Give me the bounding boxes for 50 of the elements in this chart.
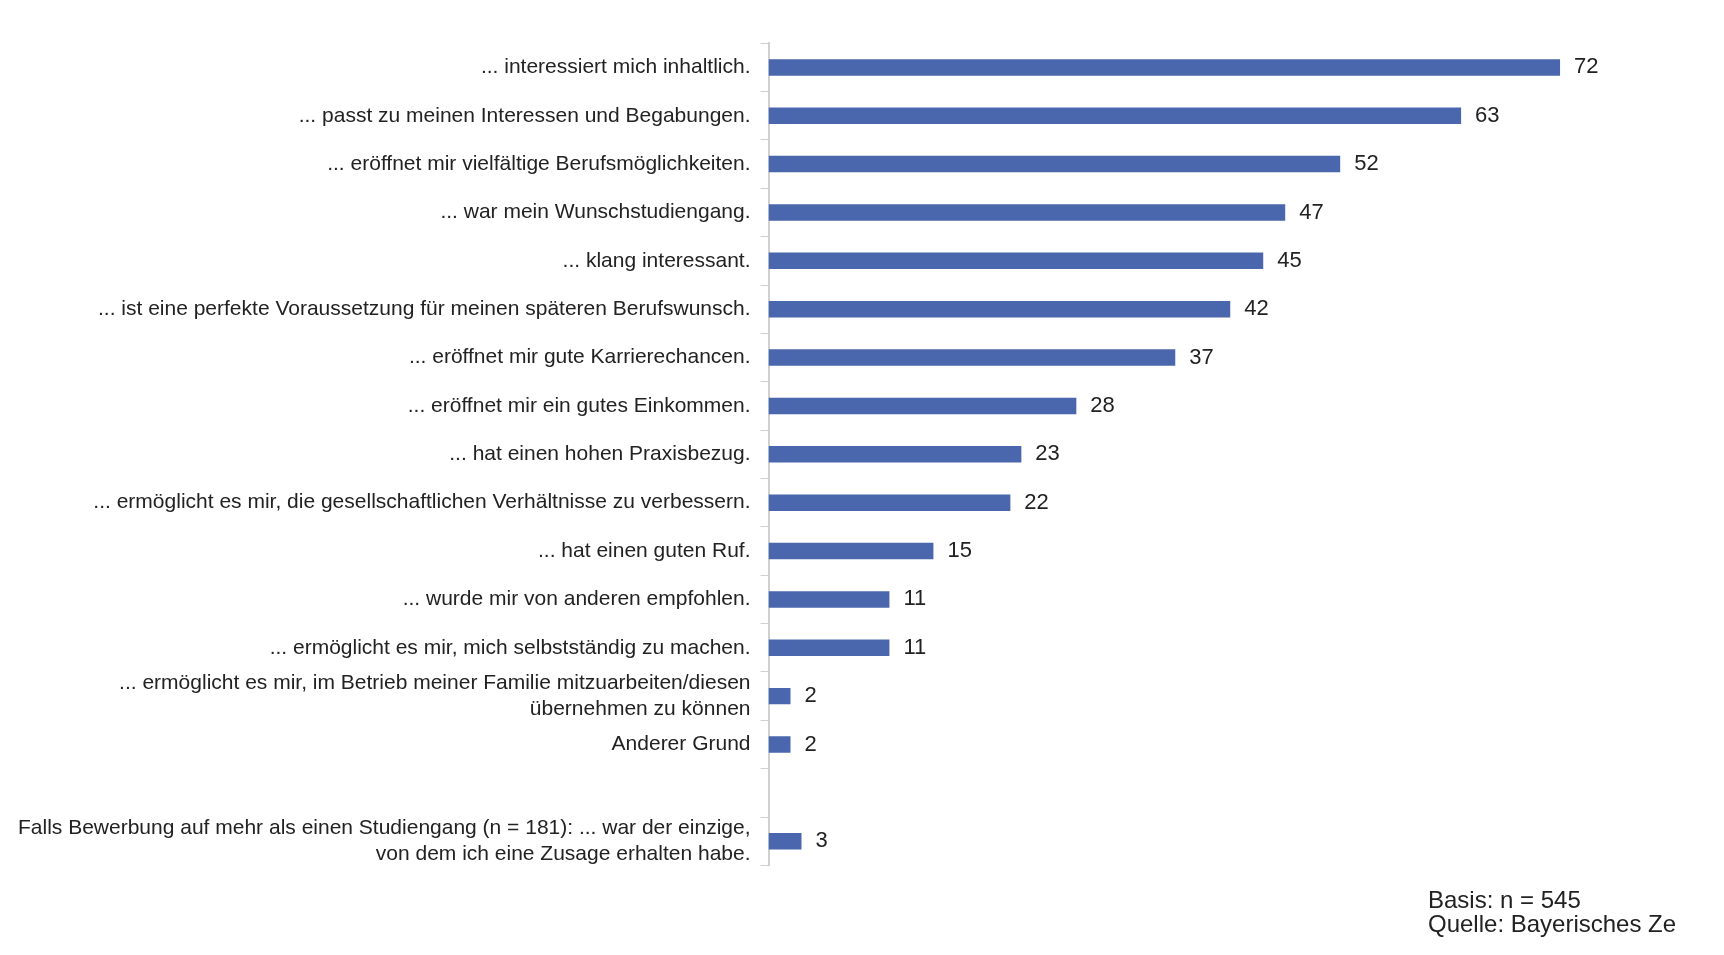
bar xyxy=(768,155,1341,173)
data-label: 2 xyxy=(804,682,817,708)
bar xyxy=(768,446,1022,463)
bar xyxy=(768,542,934,560)
bar xyxy=(768,736,791,753)
data-label: 15 xyxy=(947,537,972,563)
bar xyxy=(768,832,802,850)
data-label: 42 xyxy=(1244,295,1269,321)
y-tick-label: Anderer Grund xyxy=(611,731,751,755)
y-tick-label: ... eröffnet mir gute Karrierechancen. xyxy=(408,344,751,368)
bar xyxy=(768,300,1231,318)
data-label: 63 xyxy=(1475,101,1500,127)
bar xyxy=(768,397,1077,415)
data-label: 45 xyxy=(1277,246,1302,272)
data-label: 2 xyxy=(804,730,817,756)
y-tick-label: ... ermöglicht es mir, die gesellschaftlichen Verhältnisse zu verbessern. xyxy=(93,489,751,513)
y-tick-label: Falls Bewerbung auf mehr als einen Studiengang (n = 181): ... war der einzige, von dem ich eine Zusage erhalten habe. xyxy=(17,815,751,864)
text: Basis: n = 545 xyxy=(1428,886,1582,913)
bar xyxy=(768,494,1011,511)
data-label: 11 xyxy=(903,585,927,611)
y-tick-label: ... interessiert mich inhaltlich. xyxy=(480,54,751,78)
bar xyxy=(768,591,890,608)
y-tick-label: ... ermöglicht es mir, im Betrieb meiner Familie mitzuarbeiten/diesen übernehmen zu können xyxy=(119,670,751,719)
bar xyxy=(768,59,1561,76)
y-tick-label: ... hat einen guten Ruf. xyxy=(538,537,751,561)
y-tick-label: ... hat einen hohen Praxisbezug. xyxy=(449,441,751,465)
data-label: 52 xyxy=(1354,150,1379,176)
bar xyxy=(768,687,791,705)
bar xyxy=(768,349,1176,366)
bar xyxy=(768,252,1264,270)
source-note: Quelle: Bayerisches Ze xyxy=(1428,910,1677,937)
data-label: 22 xyxy=(1024,488,1049,514)
data-label: 28 xyxy=(1090,392,1115,417)
data-label: 37 xyxy=(1189,343,1214,369)
y-tick-label: ... wurde mir von anderen empfohlen. xyxy=(402,586,751,610)
y-tick-label: ... ist eine perfekte Voraussetzung für meinen späteren Berufswunsch. xyxy=(97,296,751,319)
data-label: 47 xyxy=(1299,198,1324,224)
bar xyxy=(768,204,1286,221)
y-tick-label: ... klang interessant. xyxy=(562,247,751,271)
y-tick-label: ... eröffnet mir ein gutes Einkommen. xyxy=(407,392,751,416)
data-label: 23 xyxy=(1035,440,1060,466)
data-label: 3 xyxy=(815,827,828,853)
y-tick-label: ... eröffnet mir vielfältige Berufsmöglichkeiten. xyxy=(327,150,751,174)
y-tick-label: ... war mein Wunschstudiengang. xyxy=(440,199,751,223)
y-tick-label: ... ermöglicht es mir, mich selbstständig zu machen. xyxy=(269,634,751,658)
bar xyxy=(768,639,890,657)
y-tick-label: ... passt zu meinen Interessen und Begabungen. xyxy=(298,102,751,126)
data-label: 72 xyxy=(1574,53,1599,79)
data-label: 11 xyxy=(903,633,927,659)
bar xyxy=(768,107,1462,124)
